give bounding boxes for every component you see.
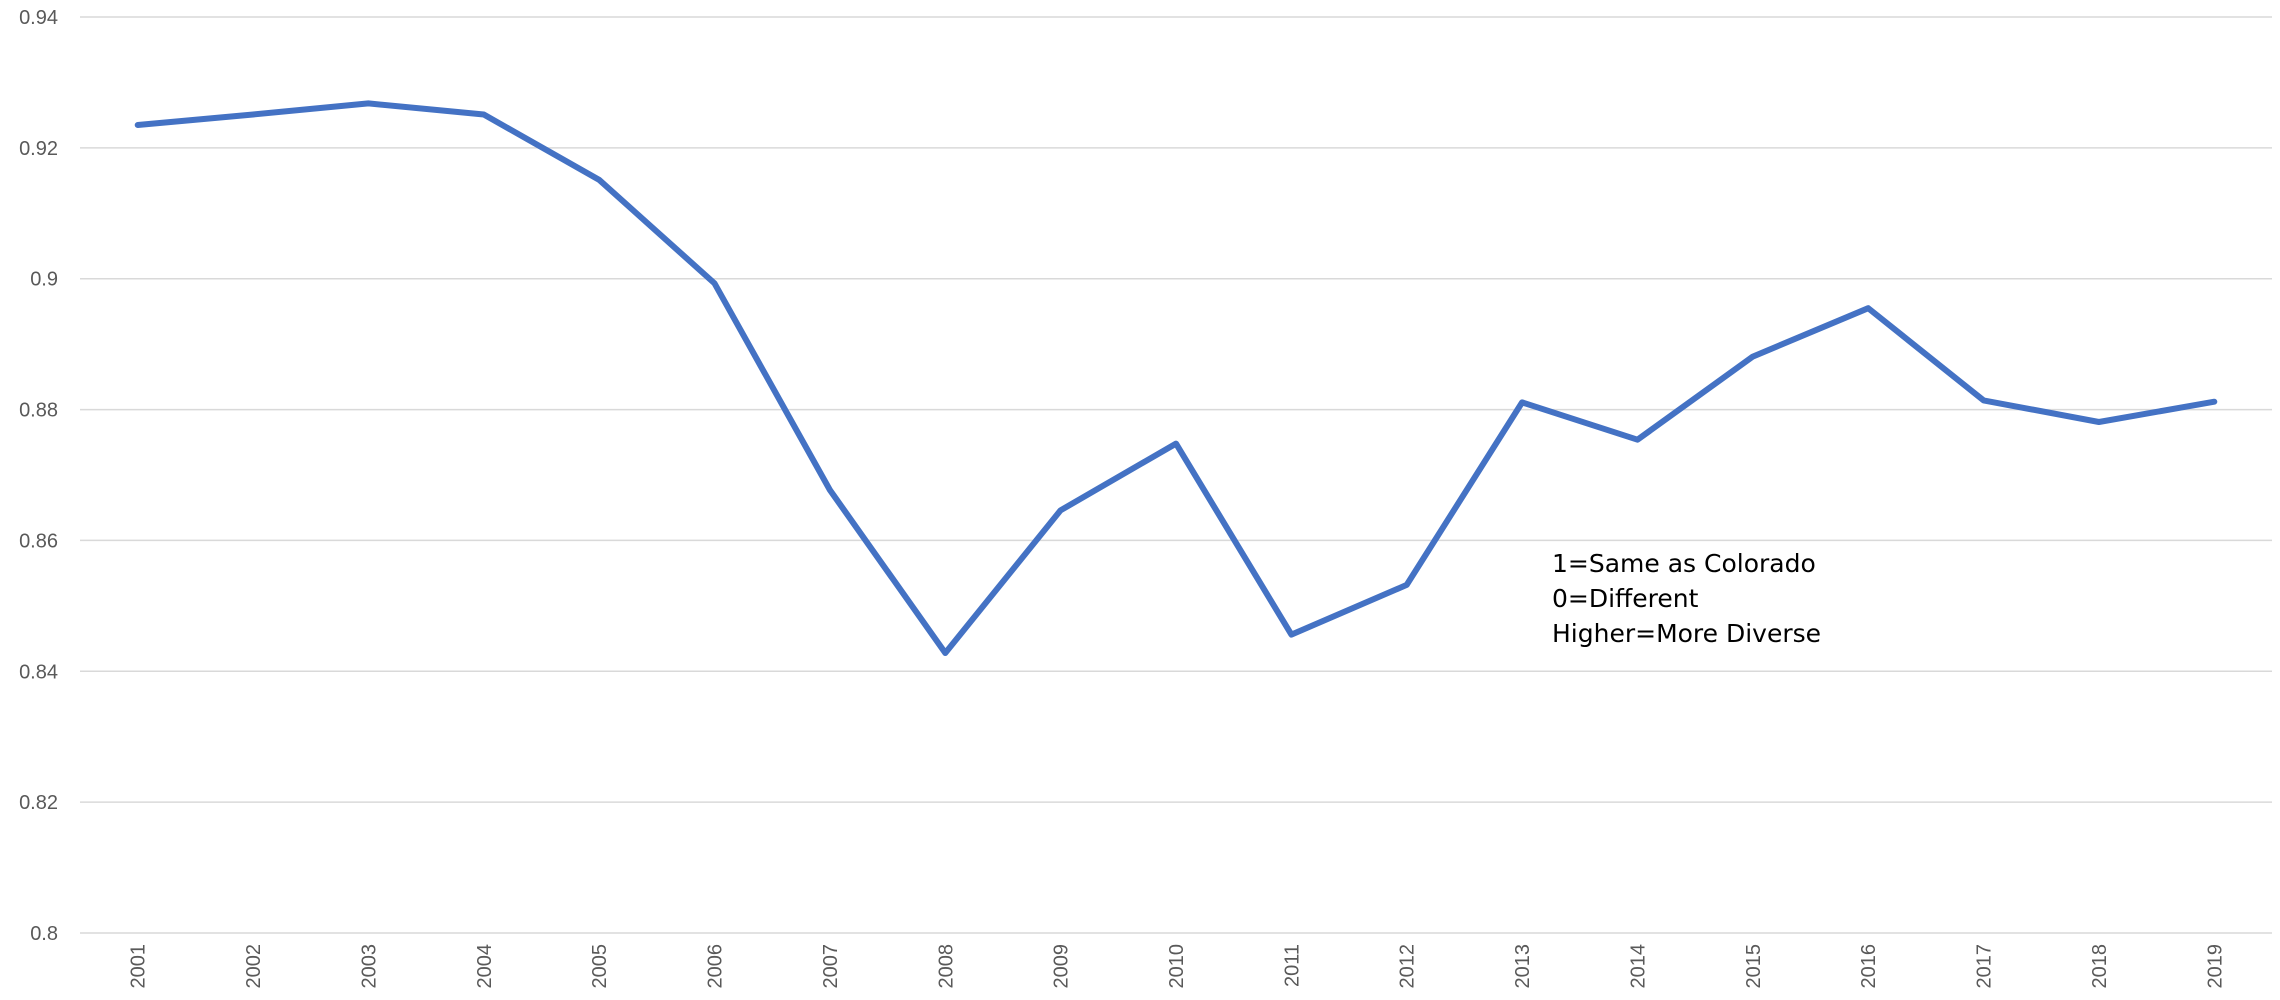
x-tick-label: 2011 [1281, 944, 1303, 987]
data-point [1175, 443, 1177, 445]
x-tick-label: 2009 [1051, 944, 1073, 989]
data-point [1983, 399, 1985, 401]
x-tick-label: 2013 [1512, 944, 1534, 989]
x-tick-label: 2016 [1858, 944, 1880, 989]
data-point [2098, 421, 2100, 423]
y-tick-label: 0.9 [30, 269, 58, 291]
x-tick-label: 2019 [2204, 944, 2226, 989]
y-axis-tick-labels: 0.8 0.82 0.84 0.86 0.88 0.9 0.92 0.94 [19, 7, 58, 945]
annotation-line: Higher=More Diverse [1552, 619, 1821, 648]
data-point [137, 124, 139, 126]
data-point [1406, 584, 1408, 586]
data-point [1752, 356, 1754, 358]
data-point [829, 489, 831, 491]
x-tick-label: 2005 [589, 944, 611, 989]
series-line [134, 100, 2218, 656]
data-point [1637, 439, 1638, 441]
annotation-line: 1=Same as Colorado [1552, 549, 1816, 578]
data-point [367, 102, 369, 104]
data-point [252, 114, 254, 115]
gridlines [80, 16, 2272, 934]
data-point [1867, 307, 1869, 309]
x-tick-label: 2014 [1627, 944, 1649, 989]
x-tick-label: 2017 [1974, 944, 1996, 989]
y-tick-label: 0.82 [19, 792, 58, 814]
data-point [598, 179, 600, 181]
y-tick-label: 0.88 [19, 400, 58, 422]
data-point [483, 114, 485, 115]
data-point [714, 282, 715, 284]
x-tick-label: 2004 [474, 944, 496, 989]
x-tick-label: 2008 [935, 944, 957, 989]
y-tick-label: 0.84 [19, 661, 58, 683]
data-point [1060, 509, 1062, 511]
y-tick-label: 0.94 [19, 7, 58, 29]
series-layer [134, 100, 2218, 656]
y-tick-label: 0.8 [30, 923, 58, 945]
x-tick-label: 2010 [1166, 944, 1188, 989]
chart-annotation: 1=Same as Colorado 0=Different Higher=Mo… [1552, 549, 1824, 648]
x-tick-label: 2018 [2089, 944, 2111, 989]
data-point [944, 652, 946, 654]
x-tick-label: 2015 [1743, 944, 1765, 989]
y-tick-label: 0.92 [19, 138, 58, 160]
x-tick-label: 2001 [128, 944, 150, 989]
annotation-line: 0=Different [1552, 584, 1699, 613]
x-tick-label: 2006 [705, 944, 727, 989]
y-tick-label: 0.86 [19, 530, 58, 552]
x-tick-label: 2002 [243, 944, 265, 989]
x-tick-label: 2012 [1397, 944, 1419, 989]
data-point [2213, 401, 2215, 403]
x-tick-label: 2003 [358, 944, 380, 989]
data-point [1290, 634, 1292, 636]
data-point [1521, 401, 1523, 403]
x-tick-label: 2007 [820, 944, 842, 989]
x-axis-tick-labels: 2001 2002 2003 2004 2005 2006 2007 2008 2009 2010… [128, 944, 2227, 989]
